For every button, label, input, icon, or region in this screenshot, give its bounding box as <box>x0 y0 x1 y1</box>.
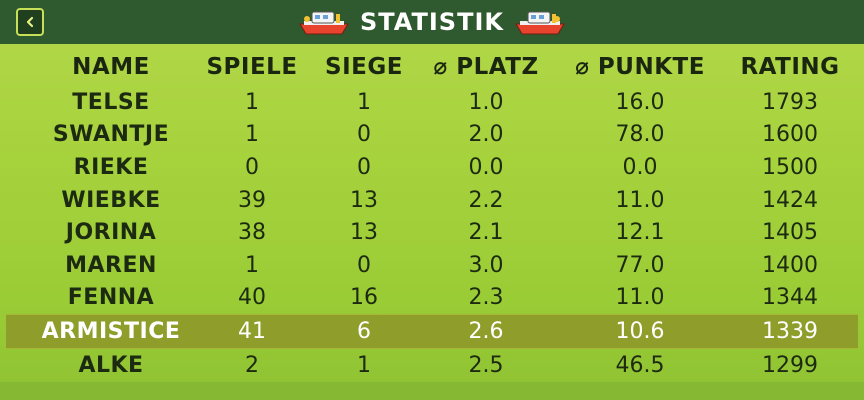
cell-spiele: 1 <box>245 252 259 278</box>
bottom-strip <box>0 382 864 400</box>
cell-punkte: 11.0 <box>615 285 665 311</box>
cell-platz: 2.3 <box>468 285 504 311</box>
column-header-punkte[interactable]: ⌀ PUNKTE <box>575 54 705 80</box>
cell-name: TELSE <box>72 89 150 115</box>
cell-siege: 1 <box>357 89 371 115</box>
cell-rating: 1424 <box>762 187 818 213</box>
cell-punkte: 0.0 <box>622 154 658 180</box>
cell-platz: 3.0 <box>468 252 504 278</box>
cell-platz: 1.0 <box>468 89 504 115</box>
cell-punkte: 16.0 <box>615 89 665 115</box>
cell-rating: 1344 <box>762 285 818 311</box>
column-header-rating[interactable]: RATING <box>740 54 840 80</box>
chevron-left-icon <box>26 16 34 28</box>
cell-name: RIEKE <box>73 154 149 180</box>
cell-spiele: 2 <box>245 352 259 378</box>
cell-platz: 0.0 <box>468 154 504 180</box>
cell-spiele: 40 <box>238 285 266 311</box>
table-row: FENNA 40 16 2.3 11.0 1344 <box>0 282 864 315</box>
cell-platz: 2.2 <box>468 187 504 213</box>
cell-siege: 0 <box>357 252 371 278</box>
table-row: JORINA 38 13 2.1 12.1 1405 <box>0 216 864 249</box>
cell-rating: 1299 <box>762 352 818 378</box>
boat-icon <box>299 11 349 35</box>
stats-table: NAME SPIELE SIEGE ⌀ PLATZ ⌀ PUNKTE RATIN… <box>0 48 864 381</box>
cell-rating: 1339 <box>762 318 818 344</box>
cell-rating: 1793 <box>762 89 818 115</box>
cell-siege: 13 <box>350 220 378 246</box>
table-header: NAME SPIELE SIEGE ⌀ PLATZ ⌀ PUNKTE RATIN… <box>0 48 864 86</box>
table-row: MAREN 1 0 3.0 77.0 1400 <box>0 249 864 282</box>
cell-rating: 1500 <box>762 154 818 180</box>
cell-name: JORINA <box>65 220 157 246</box>
cell-name: FENNA <box>67 285 155 311</box>
page-title: STATISTIK <box>360 8 504 36</box>
boat-icon <box>515 11 565 35</box>
cell-name: WIEBKE <box>61 187 161 213</box>
column-header-siege[interactable]: SIEGE <box>325 54 403 80</box>
column-header-platz[interactable]: ⌀ PLATZ <box>433 54 539 80</box>
cell-spiele: 41 <box>238 318 266 344</box>
table-row-current-player: ARMISTICE 41 6 2.6 10.6 1339 <box>6 314 858 349</box>
cell-name: MAREN <box>65 252 157 278</box>
cell-punkte: 46.5 <box>615 352 665 378</box>
table-row: SWANTJE 1 0 2.0 78.0 1600 <box>0 119 864 152</box>
cell-spiele: 0 <box>245 154 259 180</box>
cell-spiele: 39 <box>238 187 266 213</box>
cell-siege: 0 <box>357 154 371 180</box>
cell-siege: 1 <box>357 352 371 378</box>
cell-name: SWANTJE <box>52 122 170 148</box>
table-row: RIEKE 0 0 0.0 0.0 1500 <box>0 151 864 184</box>
cell-punkte: 12.1 <box>615 220 665 246</box>
cell-rating: 1600 <box>762 122 818 148</box>
table-row: WIEBKE 39 13 2.2 11.0 1424 <box>0 184 864 217</box>
cell-platz: 2.1 <box>468 220 504 246</box>
cell-siege: 6 <box>357 318 371 344</box>
cell-spiele: 38 <box>238 220 266 246</box>
column-header-spiele[interactable]: SPIELE <box>206 54 298 80</box>
cell-platz: 2.6 <box>468 318 504 344</box>
top-bar: STATISTIK <box>0 0 864 44</box>
cell-siege: 0 <box>357 122 371 148</box>
cell-spiele: 1 <box>245 122 259 148</box>
cell-punkte: 78.0 <box>615 122 665 148</box>
cell-spiele: 1 <box>245 89 259 115</box>
cell-name: ALKE <box>78 352 144 378</box>
cell-punkte: 10.6 <box>615 318 665 344</box>
cell-punkte: 77.0 <box>615 252 665 278</box>
back-button[interactable] <box>16 8 44 36</box>
cell-platz: 2.0 <box>468 122 504 148</box>
table-row: TELSE 1 1 1.0 16.0 1793 <box>0 86 864 119</box>
cell-punkte: 11.0 <box>615 187 665 213</box>
cell-siege: 13 <box>350 187 378 213</box>
column-header-name[interactable]: NAME <box>72 54 150 80</box>
cell-platz: 2.5 <box>468 352 504 378</box>
cell-rating: 1405 <box>762 220 818 246</box>
cell-name: ARMISTICE <box>41 318 181 344</box>
table-row: ALKE 2 1 2.5 46.5 1299 <box>0 349 864 382</box>
cell-siege: 16 <box>350 285 378 311</box>
cell-rating: 1400 <box>762 252 818 278</box>
